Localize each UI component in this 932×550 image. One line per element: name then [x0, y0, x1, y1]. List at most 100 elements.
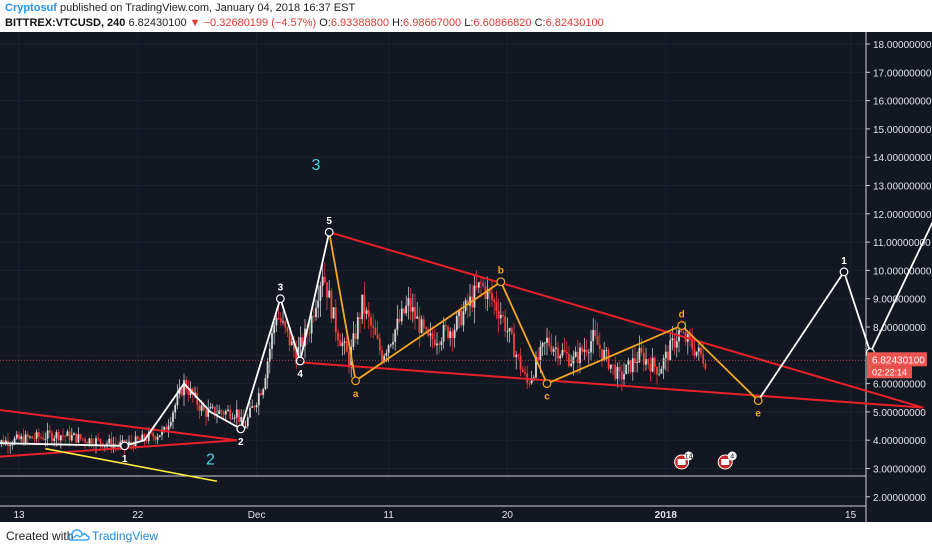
- wave-point-label: 1: [122, 454, 128, 465]
- candle-body: [570, 363, 573, 366]
- candle-body: [376, 334, 379, 339]
- candle-body: [378, 338, 381, 351]
- candle-body: [618, 366, 621, 372]
- candle-body: [418, 316, 421, 333]
- chart-header: Cryptosuf published on TradingView.com, …: [0, 0, 932, 32]
- candle-body: [332, 307, 335, 319]
- candle-body: [86, 442, 89, 444]
- candle-body: [172, 412, 174, 422]
- candle-body: [143, 434, 146, 441]
- candle-body: [689, 334, 691, 340]
- candle-body: [200, 405, 203, 411]
- candle-body: [697, 347, 700, 352]
- candle-body: [436, 343, 438, 346]
- candle-body: [152, 432, 155, 437]
- candle-body: [238, 409, 240, 422]
- tradingview-link[interactable]: TradingView: [92, 529, 159, 543]
- candle-body: [653, 357, 656, 367]
- candle-body: [51, 432, 53, 441]
- author-link[interactable]: Cryptosuf: [5, 2, 57, 14]
- candle-body: [574, 351, 577, 357]
- y-tick-label: 13.00000000: [873, 182, 932, 193]
- candle-body: [79, 434, 82, 439]
- candle-body: [596, 335, 599, 345]
- candle-body: [392, 341, 394, 345]
- wave-pivot-marker: [677, 321, 687, 330]
- candle-body: [539, 346, 542, 361]
- candle-body: [251, 406, 254, 408]
- candle-body: [466, 300, 469, 306]
- candle-body: [590, 341, 592, 353]
- candle-body: [213, 406, 216, 416]
- candle-body: [46, 430, 49, 439]
- candle-body: [372, 325, 375, 328]
- candle-body: [675, 341, 678, 348]
- event-count-text: 14: [685, 454, 693, 461]
- candle-body: [35, 432, 38, 439]
- plot-area: [0, 32, 866, 476]
- candle-body: [341, 342, 344, 347]
- candle-body: [326, 282, 328, 298]
- candle-body: [695, 351, 698, 356]
- candle-body: [634, 358, 636, 363]
- candle-body: [15, 434, 18, 439]
- high-label: H:: [392, 17, 404, 29]
- triangle-trendline: [328, 231, 924, 409]
- candle-body: [231, 418, 234, 420]
- candle-body: [605, 350, 608, 351]
- x-tick-label: 20: [502, 510, 514, 521]
- candle-body: [387, 345, 390, 353]
- candle-body: [367, 310, 370, 318]
- candle-body: [224, 410, 227, 415]
- candle-body: [521, 369, 524, 373]
- candle-body: [352, 333, 355, 347]
- candle-body: [356, 317, 359, 339]
- candle-body: [581, 347, 584, 352]
- y-tick-label: 5.00000000: [873, 408, 926, 419]
- y-tick-label: 6.00000000: [873, 380, 926, 391]
- candle-body: [585, 349, 588, 353]
- candle-body: [462, 311, 465, 326]
- candle-body: [235, 409, 238, 418]
- candle-body: [431, 333, 434, 340]
- candle-body: [13, 438, 16, 444]
- candle-body: [576, 351, 579, 363]
- price-chart[interactable]: 18.0000000017.0000000016.0000000015.0000…: [0, 32, 932, 522]
- candle-body: [319, 285, 322, 301]
- candle-body: [70, 434, 73, 441]
- candle-body: [405, 305, 408, 314]
- candle-body: [451, 331, 454, 339]
- candle-body: [244, 426, 247, 429]
- candle-body: [211, 406, 214, 408]
- candle-body: [44, 438, 47, 440]
- candle-body: [497, 311, 500, 319]
- wave-pivot-marker: [120, 441, 129, 451]
- y-tick-label: 14.00000000: [873, 153, 932, 164]
- candle-body: [207, 408, 210, 417]
- candle-body: [299, 337, 302, 347]
- candle-body: [704, 363, 707, 369]
- candle-body: [530, 378, 533, 384]
- candle-body: [284, 321, 287, 328]
- candle-body: [132, 444, 135, 448]
- candle-body: [411, 307, 414, 312]
- candle-body: [169, 421, 172, 426]
- candle-body: [554, 347, 557, 349]
- candle-body: [165, 426, 168, 430]
- current-price-value: 6.82430100: [872, 355, 925, 366]
- candle-body: [473, 285, 476, 308]
- candle-body: [20, 436, 23, 440]
- candle-body: [42, 437, 45, 440]
- wave-point-label: b: [498, 266, 504, 277]
- x-tick-label: 11: [383, 510, 394, 521]
- candle-body: [139, 439, 141, 441]
- candle-body: [682, 331, 685, 333]
- candle-body: [161, 429, 163, 436]
- y-tick-label: 12.00000000: [873, 210, 932, 221]
- candle-body: [198, 404, 201, 411]
- candle-body: [383, 355, 386, 362]
- candle-body: [546, 337, 548, 343]
- candle-body: [548, 337, 551, 346]
- candle-body: [365, 310, 368, 314]
- y-tick-label: 17.00000000: [873, 68, 932, 79]
